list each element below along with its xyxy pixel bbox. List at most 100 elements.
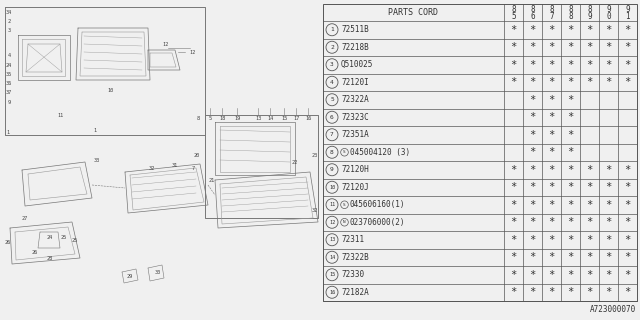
Text: *: * <box>548 165 555 175</box>
Text: *: * <box>605 25 612 35</box>
Text: *: * <box>548 147 555 157</box>
Text: 72182A: 72182A <box>341 288 369 297</box>
Text: *: * <box>625 287 630 297</box>
Text: 18: 18 <box>219 116 225 121</box>
Text: *: * <box>586 42 593 52</box>
Text: 25: 25 <box>61 235 67 239</box>
Text: *: * <box>510 182 516 192</box>
Text: 72120H: 72120H <box>341 165 369 174</box>
Text: 20: 20 <box>194 153 200 157</box>
Text: 2: 2 <box>330 45 334 50</box>
Text: *: * <box>625 25 630 35</box>
Text: *: * <box>605 60 612 70</box>
Text: 12: 12 <box>329 220 335 225</box>
Text: *: * <box>529 165 536 175</box>
Text: 16: 16 <box>329 290 335 295</box>
Text: *: * <box>586 287 593 297</box>
Text: *: * <box>586 270 593 280</box>
Text: *: * <box>548 130 555 140</box>
Text: 36: 36 <box>6 81 12 85</box>
Text: *: * <box>625 270 630 280</box>
Text: *: * <box>625 165 630 175</box>
Text: *: * <box>529 147 536 157</box>
Text: *: * <box>510 270 516 280</box>
Text: 72351A: 72351A <box>341 130 369 139</box>
Text: 12: 12 <box>162 42 168 46</box>
Text: 023706000(2): 023706000(2) <box>350 218 406 227</box>
Text: *: * <box>529 25 536 35</box>
Text: *: * <box>568 165 573 175</box>
Text: 72322B: 72322B <box>341 253 369 262</box>
Text: *: * <box>586 182 593 192</box>
Text: 7: 7 <box>549 12 554 20</box>
Text: *: * <box>605 235 612 245</box>
Text: *: * <box>605 252 612 262</box>
Text: *: * <box>568 130 573 140</box>
Text: *: * <box>548 95 555 105</box>
Text: 25: 25 <box>72 237 78 243</box>
Text: *: * <box>625 42 630 52</box>
Text: *: * <box>510 60 516 70</box>
Text: 8: 8 <box>568 12 573 20</box>
Text: 6: 6 <box>330 115 334 120</box>
Text: 72218B: 72218B <box>341 43 369 52</box>
Text: 8: 8 <box>568 4 573 13</box>
Text: *: * <box>529 217 536 227</box>
Text: S: S <box>343 203 346 207</box>
Text: 10: 10 <box>329 185 335 190</box>
Text: *: * <box>568 235 573 245</box>
Text: 7: 7 <box>191 165 195 171</box>
Text: A723000070: A723000070 <box>589 305 636 314</box>
Text: 9: 9 <box>330 167 334 172</box>
Text: 9: 9 <box>8 100 11 105</box>
Text: 5: 5 <box>511 12 516 20</box>
Text: *: * <box>548 235 555 245</box>
Text: *: * <box>568 60 573 70</box>
Text: *: * <box>548 77 555 87</box>
Text: *: * <box>605 217 612 227</box>
Text: 9: 9 <box>587 12 592 20</box>
Text: 21: 21 <box>209 178 215 182</box>
Text: *: * <box>568 77 573 87</box>
Text: 35: 35 <box>6 71 12 76</box>
Text: 11: 11 <box>329 202 335 207</box>
Text: 22: 22 <box>292 159 298 164</box>
Text: *: * <box>625 200 630 210</box>
Text: *: * <box>510 25 516 35</box>
Text: 17: 17 <box>293 116 299 121</box>
Text: *: * <box>568 25 573 35</box>
Text: *: * <box>586 25 593 35</box>
Text: *: * <box>625 217 630 227</box>
Text: Q510025: Q510025 <box>341 60 373 69</box>
Text: 72330: 72330 <box>341 270 364 279</box>
Bar <box>323 4 637 301</box>
Text: *: * <box>510 77 516 87</box>
Text: 24: 24 <box>6 62 12 68</box>
Text: PARTS CORD: PARTS CORD <box>388 8 438 17</box>
Text: N: N <box>343 220 346 224</box>
Text: *: * <box>510 42 516 52</box>
Text: *: * <box>568 270 573 280</box>
Text: *: * <box>568 182 573 192</box>
Text: 0: 0 <box>606 12 611 20</box>
Text: 7: 7 <box>330 132 334 137</box>
Text: 72511B: 72511B <box>341 25 369 34</box>
Text: 24: 24 <box>47 235 53 239</box>
Text: *: * <box>548 287 555 297</box>
Text: *: * <box>586 217 593 227</box>
Text: *: * <box>529 112 536 122</box>
Text: *: * <box>529 42 536 52</box>
Text: 1: 1 <box>93 127 97 132</box>
Text: 14: 14 <box>267 116 273 121</box>
Text: 31: 31 <box>172 163 178 167</box>
Text: *: * <box>529 252 536 262</box>
Text: *: * <box>548 25 555 35</box>
Text: 045606160(1): 045606160(1) <box>350 200 406 209</box>
Text: 72120I: 72120I <box>341 78 369 87</box>
Text: *: * <box>605 42 612 52</box>
Text: *: * <box>510 200 516 210</box>
Text: *: * <box>548 182 555 192</box>
Text: 13: 13 <box>255 116 261 121</box>
Text: 11: 11 <box>57 113 63 117</box>
Text: 32: 32 <box>149 165 155 171</box>
